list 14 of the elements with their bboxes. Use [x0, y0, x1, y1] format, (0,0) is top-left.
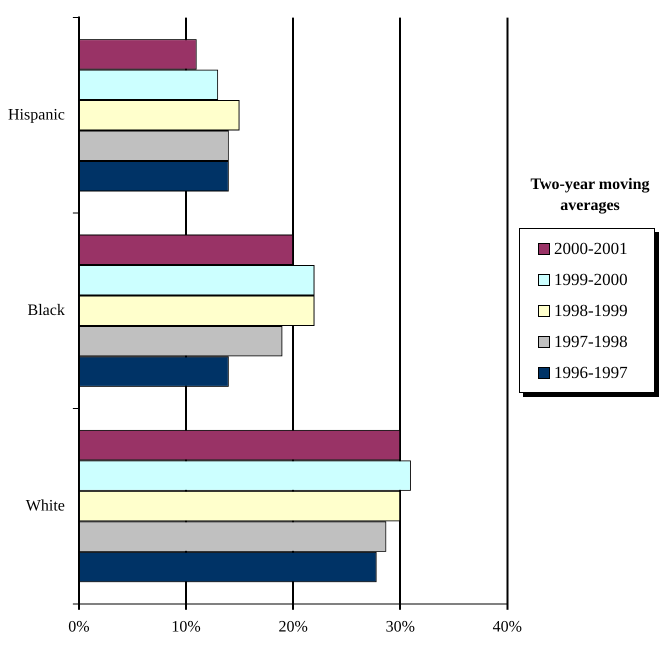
- x-tick-label: 0%: [68, 618, 90, 636]
- x-tick-label: 10%: [171, 618, 201, 636]
- legend-label: 2000-2001: [554, 238, 628, 258]
- x-tick-label: 20%: [278, 618, 308, 636]
- legend-title: Two-year moving averages: [530, 175, 650, 216]
- y-tick-label: White: [26, 497, 65, 514]
- x-tick-label: 40%: [492, 618, 522, 636]
- legend-label: 1997-1998: [554, 332, 628, 352]
- x-tick-label: 30%: [386, 618, 415, 636]
- legend-label: 1996-1997: [554, 362, 628, 382]
- legend-label: 1999-2000: [554, 270, 628, 290]
- y-tick-label: Hispanic: [8, 106, 65, 124]
- y-tick-label: Black: [28, 302, 65, 319]
- legend-label: 1998-1999: [554, 300, 628, 320]
